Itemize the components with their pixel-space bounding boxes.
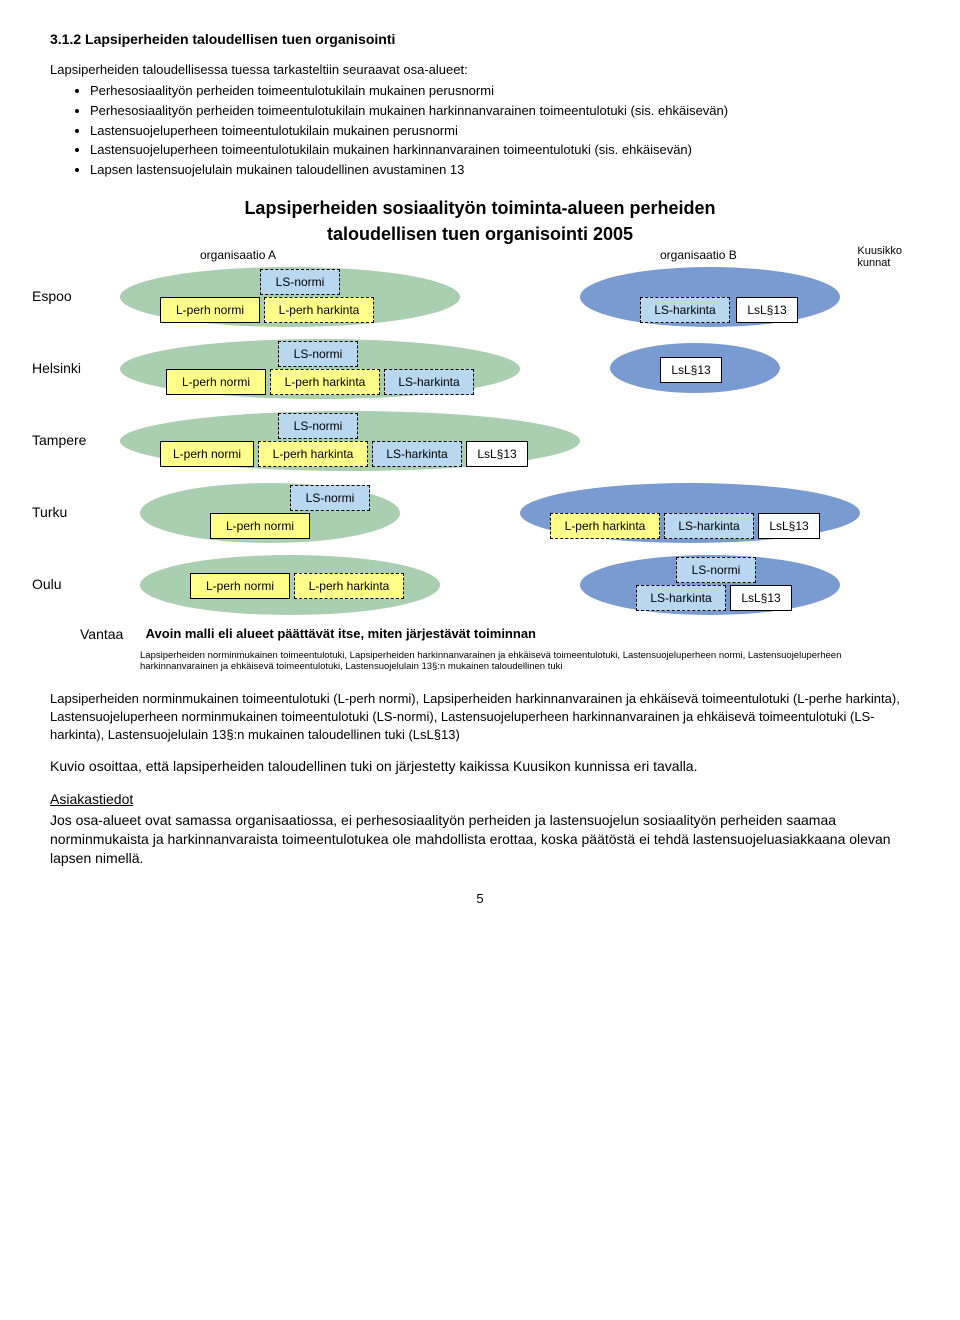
- category-box: LS-normi: [290, 485, 370, 511]
- bullet-item: Lastensuojeluperheen toimeentulotukilain…: [90, 122, 910, 140]
- city-label: Turku: [32, 503, 67, 522]
- org-b-label: organisaatio B: [660, 247, 737, 263]
- category-box: LsL§13: [758, 513, 820, 539]
- diagram-area: organisaatio A organisaatio B Kuusikko k…: [80, 251, 880, 673]
- category-box: LsL§13: [466, 441, 528, 467]
- diagram-row: TurkuLS-normiL-perh normiL-perh harkinta…: [80, 481, 880, 545]
- para-2: Jos osa-alueet ovat samassa organisaatio…: [50, 811, 910, 868]
- intro-text: Lapsiperheiden taloudellisessa tuessa ta…: [50, 61, 910, 79]
- category-box: LS-harkinta: [384, 369, 474, 395]
- city-label: Helsinki: [32, 359, 81, 378]
- category-box: LsL§13: [660, 357, 722, 383]
- diagram-row: OuluL-perh normiL-perh harkintaLS-normiL…: [80, 553, 880, 617]
- category-box: L-perh harkinta: [258, 441, 368, 467]
- section-heading: 3.1.2 Lapsiperheiden taloudellisen tuen …: [50, 30, 910, 49]
- diagram-row: EspooLS-normiL-perh normiL-perh harkinta…: [80, 265, 880, 329]
- category-box: LS-normi: [676, 557, 756, 583]
- city-label: Oulu: [32, 575, 62, 594]
- bullet-list: Perhesosiaalityön perheiden toimeentulot…: [72, 82, 910, 178]
- diagram-row: TampereLS-normiL-perh normiL-perh harkin…: [80, 409, 880, 473]
- category-box: L-perh normi: [210, 513, 310, 539]
- kuusikko-1: Kuusikko: [857, 245, 902, 257]
- para-1: Kuvio osoittaa, että lapsiperheiden talo…: [50, 757, 910, 776]
- diagram-title-1: Lapsiperheiden sosiaalityön toiminta-alu…: [50, 196, 910, 220]
- category-box: LS-harkinta: [372, 441, 462, 467]
- city-label: Espoo: [32, 287, 72, 306]
- vantaa-row: Vantaa Avoin malli eli alueet päättävät …: [80, 625, 880, 644]
- bullet-item: Perhesosiaalityön perheiden toimeentulot…: [90, 82, 910, 100]
- category-box: L-perh normi: [160, 297, 260, 323]
- category-box: LS-normi: [260, 269, 340, 295]
- category-box: LS-harkinta: [640, 297, 730, 323]
- category-box: LS-harkinta: [664, 513, 754, 539]
- category-box: L-perh harkinta: [550, 513, 660, 539]
- category-box: L-perh normi: [190, 573, 290, 599]
- bullet-item: Lapsen lastensuojelulain mukainen taloud…: [90, 161, 910, 179]
- category-box: L-perh normi: [166, 369, 266, 395]
- bullet-item: Lastensuojeluperheen toimeentulotukilain…: [90, 141, 910, 159]
- category-box: LsL§13: [736, 297, 798, 323]
- category-box: L-perh harkinta: [270, 369, 380, 395]
- category-box: LS-normi: [278, 413, 358, 439]
- city-label: Tampere: [32, 431, 86, 450]
- vantaa-text: Avoin malli eli alueet päättävät itse, m…: [146, 625, 536, 643]
- org-a-label: organisaatio A: [200, 247, 276, 263]
- legend-text: Lapsiperheiden norminmukainen toimeentul…: [50, 690, 910, 743]
- diagram-row: HelsinkiLS-normiL-perh normiL-perh harki…: [80, 337, 880, 401]
- category-box: LsL§13: [730, 585, 792, 611]
- category-box: L-perh harkinta: [264, 297, 374, 323]
- category-box: LS-normi: [278, 341, 358, 367]
- diagram-title-2: taloudellisen tuen organisointi 2005: [50, 222, 910, 246]
- category-box: LS-harkinta: [636, 585, 726, 611]
- asiakastiedot-heading: Asiakastiedot: [50, 790, 910, 809]
- vantaa-city: Vantaa: [80, 625, 142, 644]
- bullet-item: Perhesosiaalityön perheiden toimeentulot…: [90, 102, 910, 120]
- category-box: L-perh harkinta: [294, 573, 404, 599]
- category-box: L-perh normi: [160, 441, 254, 467]
- page-number: 5: [50, 890, 910, 908]
- diagram-footnote: Lapsiperheiden norminmukainen toimeentul…: [140, 650, 880, 673]
